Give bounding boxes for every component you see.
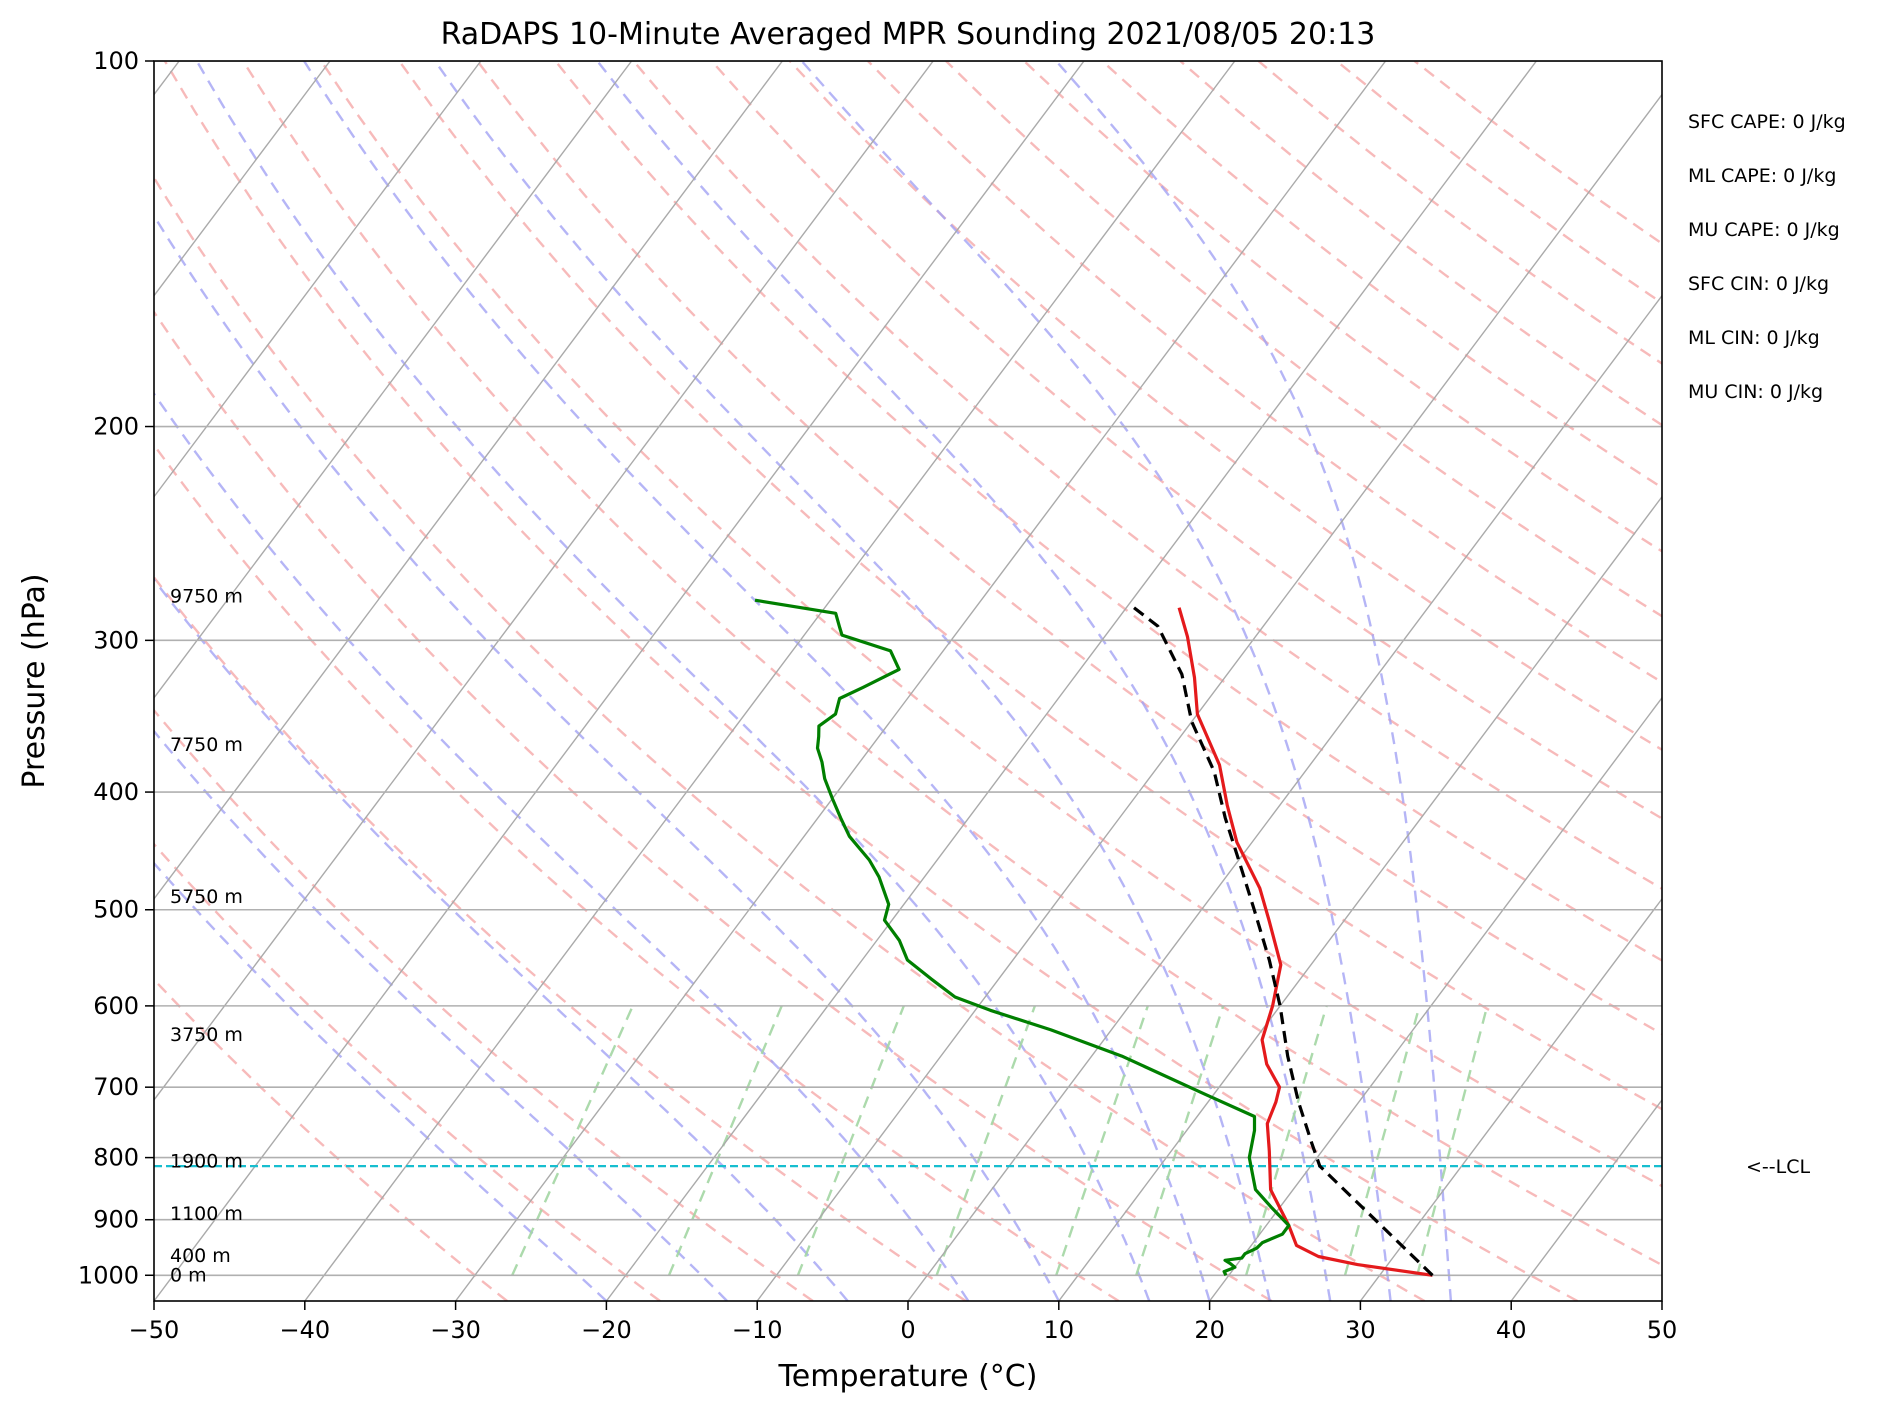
dry-adiabat xyxy=(154,442,1120,1301)
isotherm xyxy=(1209,696,1662,1301)
moist-adiabat xyxy=(596,61,1332,1301)
height-label: 5750 m xyxy=(170,886,243,908)
y-tick-label: 100 xyxy=(93,47,139,75)
index-text: MU CIN: 0 J/kg xyxy=(1688,381,1823,403)
y-tick-label: 800 xyxy=(93,1144,139,1172)
index-text: MU CAPE: 0 J/kg xyxy=(1688,219,1840,241)
isotherm xyxy=(154,61,331,297)
background-lines xyxy=(154,61,1662,1301)
moist-adiabat xyxy=(1055,61,1453,1301)
isotherm xyxy=(907,294,1662,1301)
x-axis-ticks: −50 −40 −30 −20 −10 0 10 20 30 40 50 xyxy=(129,1301,1678,1344)
mixing-ratio-line xyxy=(796,1005,905,1276)
height-label: 1100 m xyxy=(170,1203,243,1225)
y-tick-label: 400 xyxy=(93,778,139,806)
height-labels: 9750 m 7750 m 5750 m 3750 m 1900 m 1100 m 400 … xyxy=(170,585,243,1286)
y-tick-label: 500 xyxy=(93,896,139,924)
mixing-ratio-line xyxy=(935,1005,1037,1276)
dry-adiabat xyxy=(241,61,1662,1267)
dry-adiabat xyxy=(945,61,1662,618)
height-label: 9750 m xyxy=(170,585,243,607)
parcel-line xyxy=(1128,602,1434,1277)
isotherm xyxy=(605,61,1537,1301)
index-text: ML CAPE: 0 J/kg xyxy=(1688,165,1836,187)
isotherm xyxy=(154,61,482,498)
index-text: SFC CAPE: 0 J/kg xyxy=(1688,111,1846,133)
x-tick-label: 10 xyxy=(1044,1316,1075,1344)
moist-adiabat xyxy=(154,577,849,1301)
isotherm xyxy=(154,61,633,699)
y-tick-label: 300 xyxy=(93,626,139,654)
lcl-label: <--LCL xyxy=(1746,1156,1810,1178)
dry-adiabat xyxy=(320,61,1662,1188)
mixing-ratio-line xyxy=(511,1005,634,1276)
x-tick-label: −50 xyxy=(129,1316,180,1344)
x-tick-label: −40 xyxy=(279,1316,330,1344)
moist-adiabat xyxy=(154,729,728,1301)
dry-adiabat xyxy=(398,61,1662,1111)
height-label: 3750 m xyxy=(170,1024,243,1046)
mixing-ratio-line xyxy=(1343,1005,1421,1276)
moist-adiabat xyxy=(154,861,608,1301)
isotherm xyxy=(154,61,783,901)
dry-adiabat xyxy=(154,842,661,1301)
x-tick-label: 20 xyxy=(1194,1316,1225,1344)
height-label: 400 m xyxy=(170,1245,231,1267)
x-tick-label: −30 xyxy=(430,1316,481,1344)
dewpoint-line xyxy=(754,598,1291,1276)
x-tick-label: 30 xyxy=(1345,1316,1376,1344)
dry-adiabat xyxy=(710,61,1662,820)
y-tick-label: 1000 xyxy=(78,1261,139,1289)
x-tick-label: 0 xyxy=(900,1316,915,1344)
x-tick-label: 40 xyxy=(1496,1316,1527,1344)
moist-adiabat xyxy=(154,213,1060,1301)
dry-adiabat xyxy=(163,61,1579,1301)
dry-adiabat xyxy=(154,309,1273,1301)
height-label: 7750 m xyxy=(170,734,243,756)
mixing-ratio-line xyxy=(667,1005,783,1276)
temperature-line xyxy=(1177,607,1433,1277)
x-axis-label: Temperature (°C) xyxy=(778,1359,1038,1394)
moist-adiabat xyxy=(303,61,1211,1301)
isotherm xyxy=(154,61,1085,1301)
moist-adiabat xyxy=(800,61,1392,1301)
y-tick-label: 200 xyxy=(93,413,139,441)
isotherm xyxy=(1058,495,1662,1301)
y-axis-label: Pressure (hPa) xyxy=(17,573,52,788)
y-tick-label: 700 xyxy=(93,1073,139,1101)
pressure-gridlines xyxy=(154,61,1662,1277)
isotherm xyxy=(756,93,1662,1301)
x-tick-label: −10 xyxy=(732,1316,783,1344)
y-tick-label: 900 xyxy=(93,1206,139,1234)
x-tick-label: −20 xyxy=(581,1316,632,1344)
isotherm xyxy=(455,61,1387,1301)
stability-indices: SFC CAPE: 0 J/kg ML CAPE: 0 J/kg MU CAPE: … xyxy=(1688,111,1846,403)
height-label: 1900 m xyxy=(170,1151,243,1173)
chart-title: RaDAPS 10-Minute Averaged MPR Sounding 2… xyxy=(441,17,1376,52)
moist-adiabat xyxy=(195,61,1151,1301)
mixing-ratio-line xyxy=(1244,1005,1328,1276)
y-tick-label: 600 xyxy=(93,992,139,1020)
profile-lines xyxy=(754,598,1434,1277)
mixing-ratio-line xyxy=(1055,1005,1149,1276)
y-axis-ticks: 100 200 300 400 500 600 700 800 900 1000 xyxy=(78,47,154,1289)
isotherm xyxy=(1359,897,1662,1301)
dry-adiabat xyxy=(554,61,1662,962)
isotherm xyxy=(304,61,1236,1301)
index-text: SFC CIN: 0 J/kg xyxy=(1688,273,1829,295)
moist-adiabat xyxy=(434,61,1272,1301)
dry-adiabat xyxy=(632,61,1662,891)
isotherm xyxy=(154,61,934,1102)
height-label: 0 m xyxy=(170,1264,207,1286)
x-tick-label: 50 xyxy=(1647,1316,1678,1344)
index-text: ML CIN: 0 J/kg xyxy=(1688,327,1820,349)
mixing-ratio-line xyxy=(1416,1005,1489,1276)
